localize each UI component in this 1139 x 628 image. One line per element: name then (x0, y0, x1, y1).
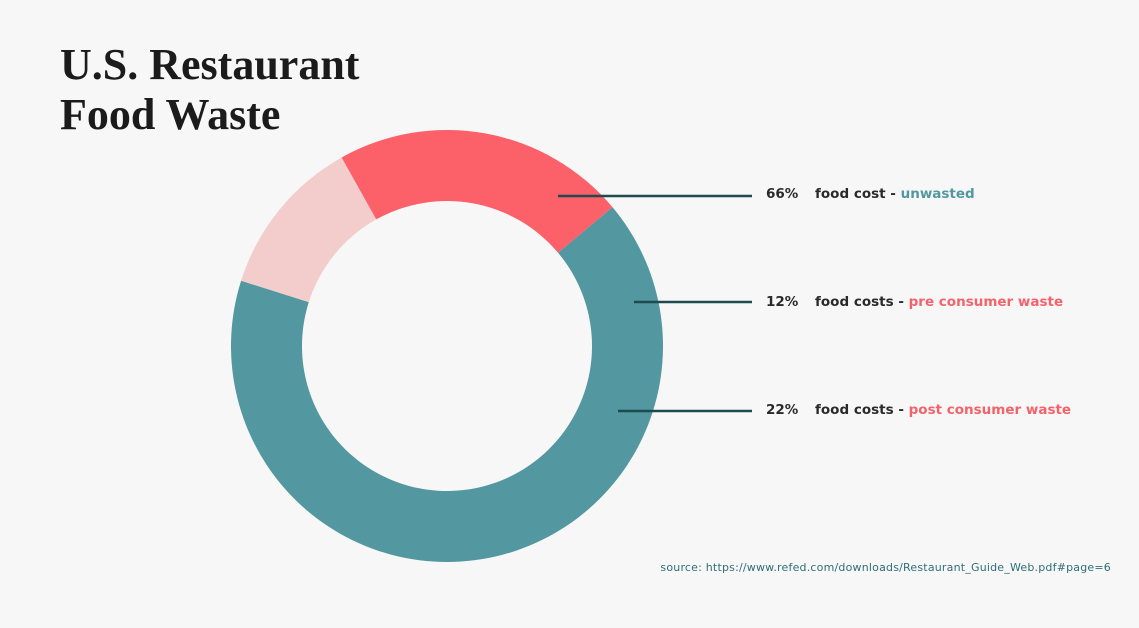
chart-title: U.S. Restaurant Food Waste (60, 40, 359, 140)
slice-category-pre-consumer: pre consumer waste (908, 294, 1064, 310)
slice-pct-unwasted: 66% (766, 186, 799, 202)
slice-category-unwasted: unwasted (900, 186, 975, 202)
donut-slice-unwasted (230, 207, 664, 563)
source-note: source: https://www.refed.com/downloads/… (660, 561, 1111, 574)
slice-desc-post-consumer: food costs - (815, 402, 904, 418)
slice-pct-pre-consumer: 12% (766, 294, 799, 310)
slice-desc-pre-consumer: food costs - (815, 294, 904, 310)
slice-label-unwasted: 66% food cost - unwasted (766, 186, 975, 202)
slice-label-post-consumer: 22% food costs - post consumer waste (766, 402, 1071, 418)
title-line-2: Food Waste (60, 90, 281, 139)
slice-pct-post-consumer: 22% (766, 402, 799, 418)
slice-category-post-consumer: post consumer waste (908, 402, 1072, 418)
slice-desc-unwasted: food cost - (815, 186, 896, 202)
donut-slice-pre-consumer (241, 157, 377, 303)
donut-slice-post-consumer (341, 130, 613, 253)
slice-label-pre-consumer: 12% food costs - pre consumer waste (766, 294, 1063, 310)
title-line-1: U.S. Restaurant (60, 40, 360, 89)
